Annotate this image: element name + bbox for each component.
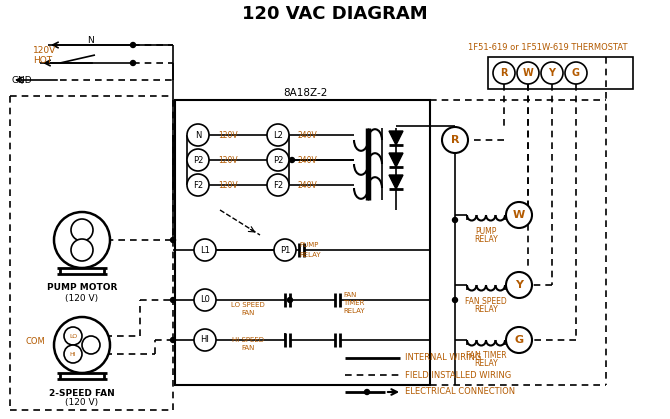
Text: P2: P2 bbox=[193, 155, 203, 165]
Text: 120V: 120V bbox=[218, 155, 238, 165]
Text: TIMER: TIMER bbox=[343, 300, 364, 306]
Text: G: G bbox=[515, 335, 523, 345]
Circle shape bbox=[517, 62, 539, 84]
Text: 2-SPEED FAN: 2-SPEED FAN bbox=[49, 388, 115, 398]
Text: Y: Y bbox=[515, 280, 523, 290]
Text: Y: Y bbox=[549, 68, 555, 78]
Circle shape bbox=[54, 317, 110, 373]
Circle shape bbox=[170, 297, 176, 303]
Circle shape bbox=[64, 327, 82, 345]
Text: W: W bbox=[513, 210, 525, 220]
Text: INTERNAL WIRING: INTERNAL WIRING bbox=[405, 354, 481, 362]
Circle shape bbox=[289, 158, 295, 163]
Circle shape bbox=[194, 289, 216, 311]
Text: HOT: HOT bbox=[33, 55, 52, 65]
Circle shape bbox=[565, 62, 587, 84]
Text: 240V: 240V bbox=[298, 155, 318, 165]
Text: P2: P2 bbox=[273, 155, 283, 165]
Text: P1: P1 bbox=[280, 246, 290, 254]
Circle shape bbox=[452, 297, 458, 303]
Circle shape bbox=[131, 42, 135, 47]
Text: W: W bbox=[523, 68, 533, 78]
Text: L0: L0 bbox=[200, 295, 210, 305]
Text: ELECTRICAL CONNECTION: ELECTRICAL CONNECTION bbox=[405, 388, 515, 396]
Text: RELAY: RELAY bbox=[474, 235, 498, 243]
Text: 8A18Z-2: 8A18Z-2 bbox=[283, 88, 327, 98]
Text: 240V: 240V bbox=[298, 181, 318, 189]
Circle shape bbox=[71, 239, 93, 261]
Circle shape bbox=[187, 149, 209, 171]
Circle shape bbox=[82, 336, 100, 354]
Text: L2: L2 bbox=[273, 130, 283, 140]
Text: LO: LO bbox=[69, 334, 77, 339]
Circle shape bbox=[187, 174, 209, 196]
Text: F2: F2 bbox=[273, 181, 283, 189]
Text: 1F51-619 or 1F51W-619 THERMOSTAT: 1F51-619 or 1F51W-619 THERMOSTAT bbox=[468, 42, 628, 52]
Text: RELAY: RELAY bbox=[474, 360, 498, 368]
Circle shape bbox=[442, 127, 468, 153]
Bar bbox=[175, 100, 430, 385]
Text: PUMP MOTOR: PUMP MOTOR bbox=[47, 284, 117, 292]
Bar bbox=[488, 57, 633, 89]
Text: R: R bbox=[451, 135, 459, 145]
Text: G: G bbox=[572, 68, 580, 78]
Circle shape bbox=[493, 62, 515, 84]
Text: 240V: 240V bbox=[298, 130, 318, 140]
Circle shape bbox=[170, 238, 176, 243]
Circle shape bbox=[506, 327, 532, 353]
Text: (120 V): (120 V) bbox=[66, 293, 98, 303]
Text: RELAY: RELAY bbox=[474, 305, 498, 313]
Text: L1: L1 bbox=[200, 246, 210, 254]
Circle shape bbox=[541, 62, 563, 84]
Circle shape bbox=[64, 345, 82, 363]
Circle shape bbox=[54, 212, 110, 268]
Circle shape bbox=[287, 297, 293, 303]
Text: PUMP: PUMP bbox=[299, 242, 318, 248]
Text: FAN: FAN bbox=[343, 292, 356, 298]
Circle shape bbox=[170, 337, 176, 342]
Text: R: R bbox=[500, 68, 508, 78]
Polygon shape bbox=[389, 153, 403, 167]
Text: 120V: 120V bbox=[218, 130, 238, 140]
Text: PUMP: PUMP bbox=[475, 227, 496, 235]
Text: FAN: FAN bbox=[241, 345, 255, 351]
Circle shape bbox=[267, 174, 289, 196]
Circle shape bbox=[452, 217, 458, 222]
Text: N: N bbox=[195, 130, 201, 140]
Polygon shape bbox=[389, 175, 403, 189]
Circle shape bbox=[194, 239, 216, 261]
Text: FAN: FAN bbox=[241, 310, 255, 316]
Circle shape bbox=[187, 124, 209, 146]
Circle shape bbox=[274, 239, 296, 261]
Text: HI SPEED: HI SPEED bbox=[232, 337, 264, 343]
Text: FAN TIMER: FAN TIMER bbox=[466, 352, 507, 360]
Circle shape bbox=[267, 124, 289, 146]
Circle shape bbox=[364, 390, 369, 395]
Text: COM: COM bbox=[25, 337, 45, 347]
Circle shape bbox=[71, 219, 93, 241]
Circle shape bbox=[131, 60, 135, 65]
Circle shape bbox=[506, 272, 532, 298]
Text: GND: GND bbox=[12, 75, 33, 85]
Text: (120 V): (120 V) bbox=[66, 398, 98, 408]
Circle shape bbox=[506, 202, 532, 228]
Polygon shape bbox=[389, 131, 403, 145]
Text: HI: HI bbox=[70, 352, 76, 357]
Text: RELAY: RELAY bbox=[343, 308, 364, 314]
Text: F2: F2 bbox=[193, 181, 203, 189]
Text: 120 VAC DIAGRAM: 120 VAC DIAGRAM bbox=[242, 5, 428, 23]
Text: N: N bbox=[86, 36, 93, 44]
Text: 120V: 120V bbox=[33, 46, 56, 54]
Text: HI: HI bbox=[200, 336, 210, 344]
Text: 120V: 120V bbox=[218, 181, 238, 189]
Circle shape bbox=[194, 329, 216, 351]
Text: LO SPEED: LO SPEED bbox=[231, 302, 265, 308]
Text: FAN SPEED: FAN SPEED bbox=[465, 297, 507, 305]
Text: RELAY: RELAY bbox=[299, 252, 321, 258]
Text: FIELD INSTALLED WIRING: FIELD INSTALLED WIRING bbox=[405, 370, 511, 380]
Circle shape bbox=[267, 149, 289, 171]
